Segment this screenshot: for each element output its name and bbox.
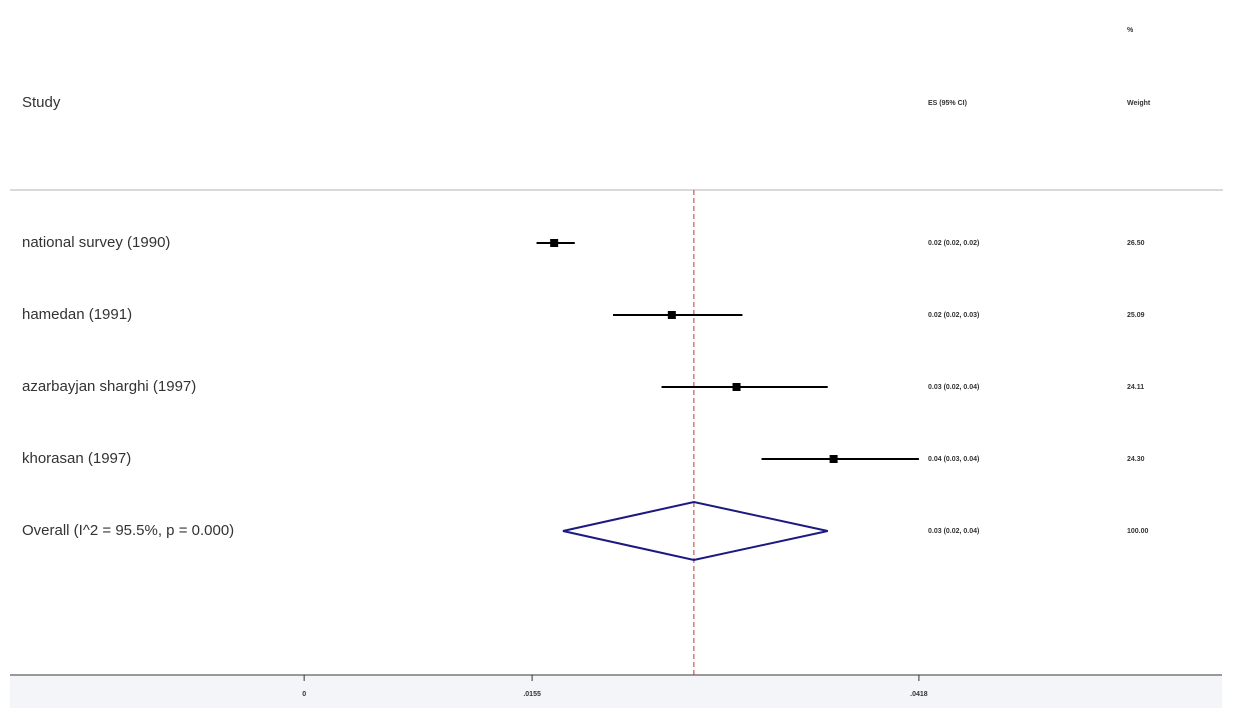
x-tick-label: 0: [302, 691, 306, 698]
weight-label: 26.50: [1127, 240, 1145, 247]
weight-label: 100.00: [1127, 528, 1149, 535]
weight-box: [829, 455, 838, 463]
overall-label: Overall (I^2 = 95.5%, p = 0.000): [22, 522, 234, 539]
axis-band: [10, 676, 1222, 708]
study-label: khorasan (1997): [22, 450, 131, 467]
weight-box: [667, 311, 676, 319]
x-tick-label: .0155: [523, 691, 541, 698]
weight-box: [732, 383, 741, 391]
weight-header: Weight: [1127, 100, 1151, 107]
es-header: ES (95% CI): [928, 100, 967, 107]
x-tick-label: .0418: [910, 691, 928, 698]
weight-box: [550, 239, 559, 247]
overall-diamond: [562, 500, 828, 562]
es-label: 0.03 (0.02, 0.04): [928, 528, 979, 535]
weight-label: 24.11: [1127, 384, 1144, 391]
study-label: national survey (1990): [22, 234, 170, 251]
study-header: Study: [22, 94, 61, 111]
es-label: 0.04 (0.03, 0.04): [928, 456, 979, 463]
weight-header-top: %: [1127, 27, 1134, 34]
weight-label: 25.09: [1127, 312, 1145, 319]
weight-label: 24.30: [1127, 456, 1145, 463]
es-label: 0.02 (0.02, 0.03): [928, 312, 979, 319]
study-label: azarbayjan sharghi (1997): [22, 378, 196, 395]
es-label: 0.03 (0.02, 0.04): [928, 384, 979, 391]
es-label: 0.02 (0.02, 0.02): [928, 240, 979, 247]
study-label: hamedan (1991): [22, 306, 132, 323]
